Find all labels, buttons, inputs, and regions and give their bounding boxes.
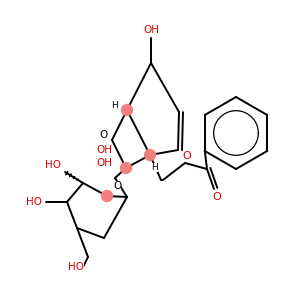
Text: O: O bbox=[100, 130, 108, 140]
Text: OH: OH bbox=[96, 145, 112, 155]
Text: O: O bbox=[213, 192, 221, 202]
Text: H: H bbox=[152, 163, 158, 172]
Circle shape bbox=[101, 190, 112, 202]
Text: OH: OH bbox=[96, 158, 112, 168]
Circle shape bbox=[122, 104, 133, 116]
Circle shape bbox=[121, 163, 131, 173]
Circle shape bbox=[145, 149, 155, 161]
Text: HO: HO bbox=[45, 160, 61, 170]
Text: HO: HO bbox=[26, 197, 42, 207]
Text: HO: HO bbox=[68, 262, 84, 272]
Text: H: H bbox=[112, 100, 118, 109]
Text: O: O bbox=[183, 151, 191, 161]
Text: O: O bbox=[113, 181, 121, 191]
Text: OH: OH bbox=[143, 25, 159, 35]
